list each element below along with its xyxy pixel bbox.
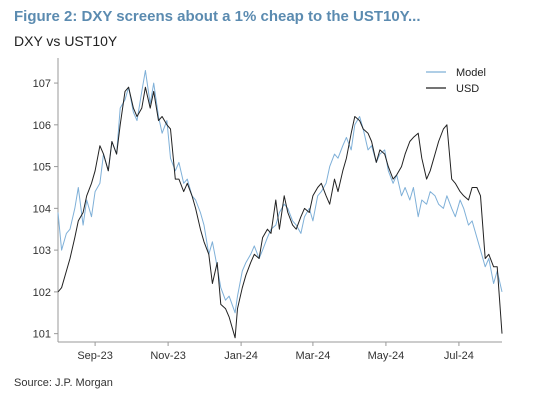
x-axis: Sep-23 Nov-23 Jan-24 Mar-24 May-24 Jul-24 — [77, 342, 474, 362]
x-tick-label: Jul-24 — [444, 350, 474, 362]
legend-label-usd: USD — [456, 83, 479, 95]
series-line-usd — [57, 86, 503, 339]
y-tick-label: 105 — [33, 162, 51, 174]
chart-subtitle: DXY vs UST10Y — [14, 33, 118, 49]
legend-label-model: Model — [456, 67, 486, 79]
x-tick-label: Nov-23 — [150, 350, 185, 362]
y-tick-label: 107 — [33, 78, 51, 90]
plot-series — [57, 70, 503, 339]
y-tick-label: 101 — [33, 329, 51, 341]
y-tick-label: 102 — [33, 287, 51, 299]
series-line-model — [57, 70, 503, 314]
x-tick-label: May-24 — [368, 350, 405, 362]
y-tick-label: 103 — [33, 245, 51, 257]
y-tick-label: 104 — [33, 203, 51, 215]
x-tick-label: Sep-23 — [77, 350, 112, 362]
x-tick-label: Jan-24 — [224, 350, 258, 362]
y-tick-label: 106 — [33, 120, 51, 132]
figure-title: Figure 2: DXY screens about a 1% cheap t… — [14, 8, 421, 25]
y-axis: 101 102 103 104 105 106 107 — [33, 78, 58, 341]
legend: Model USD — [426, 67, 486, 95]
x-tick-label: Mar-24 — [295, 350, 330, 362]
source-note: Source: J.P. Morgan — [14, 377, 113, 389]
